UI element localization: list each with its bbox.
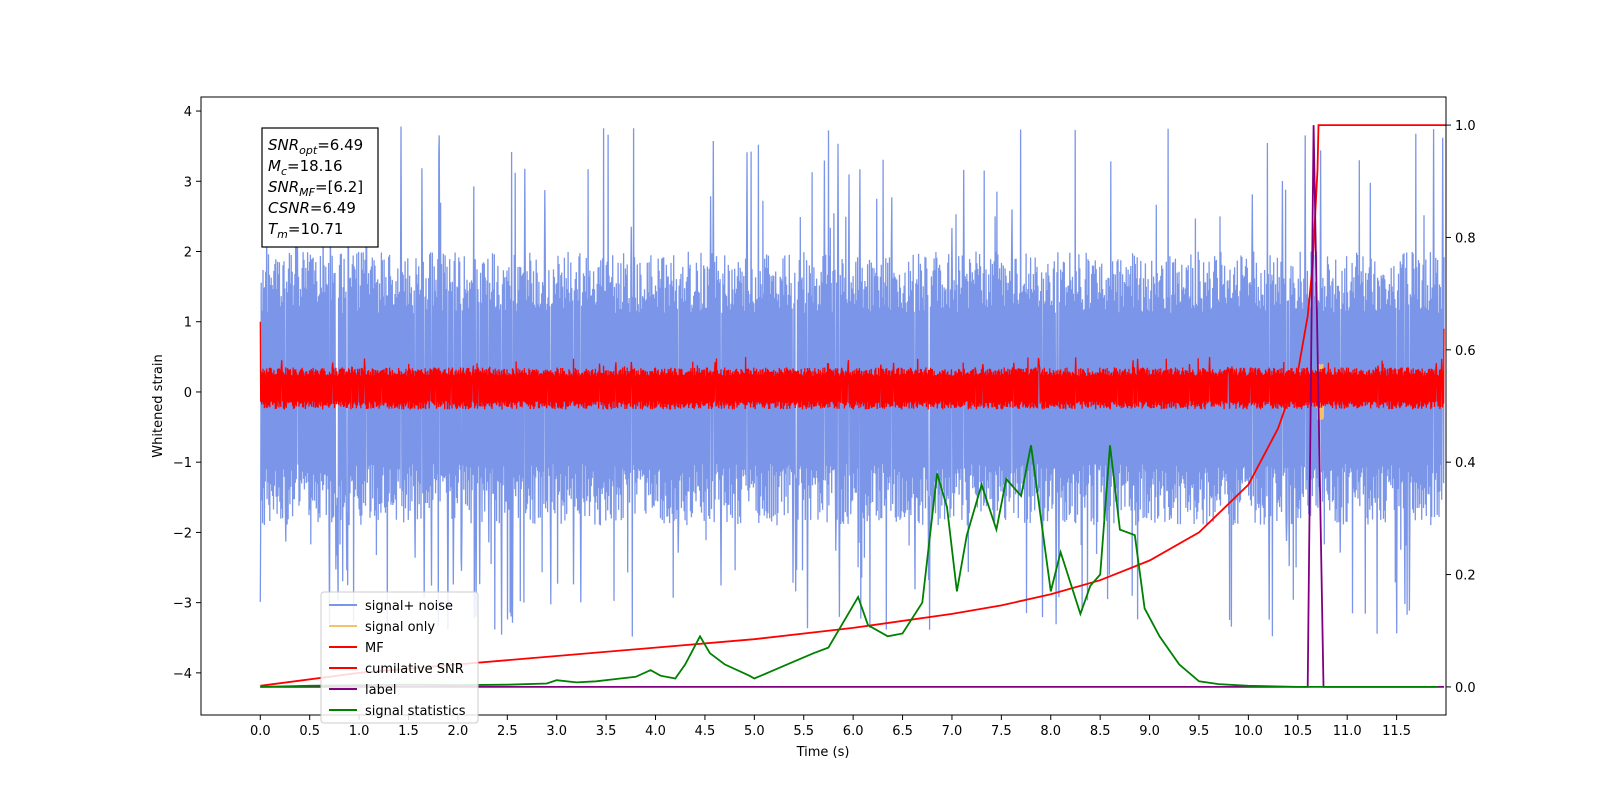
y-right-tick-label: 0.2 [1455,569,1476,584]
annotation-line: Mc=18.16 [268,157,343,178]
y-right-tick-label: 0.8 [1455,231,1476,246]
annotation-line: Tm=10.71 [268,220,343,241]
y-left-tick-label: −2 [173,526,192,541]
legend-label: label [365,683,396,698]
y-left-tick-label: −3 [173,597,192,612]
x-tick-label: 4.0 [645,724,666,739]
y-left-tick-label: 2 [184,246,192,261]
axes-layer: 0.0 0.5 1.0 1.5 2.0 2.5 3.0 3.5 4.0 4.5 5.0 5.5 6.0 6… [173,105,1476,739]
legend-frame [320,591,479,724]
x-tick-label: 6.0 [843,724,864,739]
x-tick-label: 5.5 [793,724,814,739]
x-tick-label: 11.0 [1333,724,1362,739]
x-tick-label: 8.5 [1090,724,1111,739]
plot-frame [200,96,1447,716]
x-tick-label: 9.0 [1139,724,1160,739]
y-right-tick-label: 0.4 [1455,456,1476,471]
x-tick-label: 7.0 [942,724,963,739]
series-signal-statistics [260,445,1439,688]
x-tick-label: 2.5 [497,724,518,739]
x-tick-label: 1.5 [398,724,419,739]
legend-label: cumilative SNR [365,662,464,677]
x-tick-label: 3.5 [596,724,617,739]
x-tick-label: 9.5 [1189,724,1210,739]
annotation-line: CSNR=6.49 [268,199,356,217]
y-left-tick-label: 0 [184,386,192,401]
y-right-tick-label: 0.6 [1455,344,1476,359]
x-tick-label: 6.5 [892,724,913,739]
annotation-frame [261,127,379,248]
legend-label: signal statistics [365,704,466,719]
x-axis-label: Time (s) [796,745,850,760]
x-tick-label: 11.5 [1382,724,1411,739]
legend-label: MF [365,641,384,656]
legend-label: signal only [365,620,435,635]
series-layer [259,124,1446,688]
annotation-line: SNRMF=[6.2] [268,178,363,199]
y-left-tick-label: −1 [173,456,192,471]
x-tick-label: 10.5 [1283,724,1312,739]
y-right-tick-label: 0.0 [1455,681,1476,696]
y-left-tick-label: 4 [184,105,192,120]
x-tick-label: 1.0 [349,724,370,739]
annotation-line: SNRopt=6.49 [268,136,363,157]
series-cumilative-snr [260,124,1446,687]
x-tick-label: 10.0 [1234,724,1263,739]
x-tick-label: 2.0 [448,724,469,739]
legend-label: signal+ noise [365,599,453,614]
x-tick-label: 3.0 [546,724,567,739]
x-tick-label: 4.5 [695,724,716,739]
x-tick-label: 0.5 [299,724,320,739]
series-mf [259,321,1445,410]
y-axis-label: Whitened strain [151,354,166,457]
x-tick-label: 5.0 [744,724,765,739]
y-right-tick-label: 1.0 [1455,119,1476,134]
x-tick-label: 8.0 [1040,724,1061,739]
x-tick-label: 0.0 [250,724,271,739]
x-tick-label: 7.5 [991,724,1012,739]
legend: signal+ noise signal only MF cumilative SNR… [320,591,479,724]
y-left-tick-label: 3 [184,175,192,190]
y-left-tick-label: 1 [184,316,192,331]
y-left-tick-label: −4 [173,667,192,682]
